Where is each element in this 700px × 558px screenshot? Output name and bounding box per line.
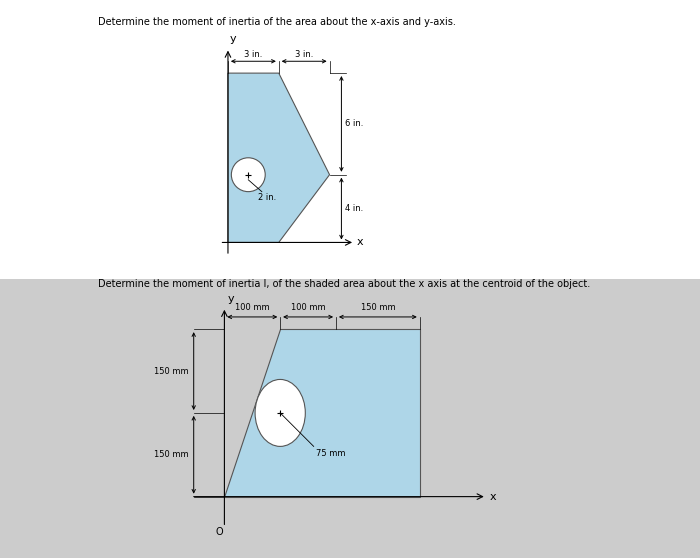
Text: 4 in.: 4 in. — [345, 204, 363, 213]
Text: O: O — [215, 527, 223, 537]
Polygon shape — [225, 329, 420, 497]
Text: 75 mm: 75 mm — [316, 449, 346, 458]
Text: 3 in.: 3 in. — [244, 50, 262, 59]
Text: 100 mm: 100 mm — [290, 304, 326, 312]
Text: 150 mm: 150 mm — [153, 450, 188, 459]
Text: 6 in.: 6 in. — [345, 119, 363, 128]
Text: Determine the moment of inertia of the area about the x-axis and y-axis.: Determine the moment of inertia of the a… — [98, 17, 456, 27]
Text: Determine the moment of inertia I, of the shaded area about the x axis at the ce: Determine the moment of inertia I, of th… — [98, 279, 590, 289]
Text: y: y — [228, 294, 234, 304]
Text: 150 mm: 150 mm — [153, 367, 188, 376]
Ellipse shape — [255, 379, 305, 446]
Text: x: x — [356, 238, 363, 247]
Text: 2 in.: 2 in. — [258, 193, 276, 203]
Text: y: y — [230, 35, 237, 44]
Text: 150 mm: 150 mm — [360, 304, 395, 312]
Text: x: x — [489, 492, 496, 502]
Polygon shape — [228, 73, 330, 242]
Text: 100 mm: 100 mm — [235, 304, 270, 312]
Circle shape — [232, 158, 265, 191]
Text: 3 in.: 3 in. — [295, 50, 314, 59]
